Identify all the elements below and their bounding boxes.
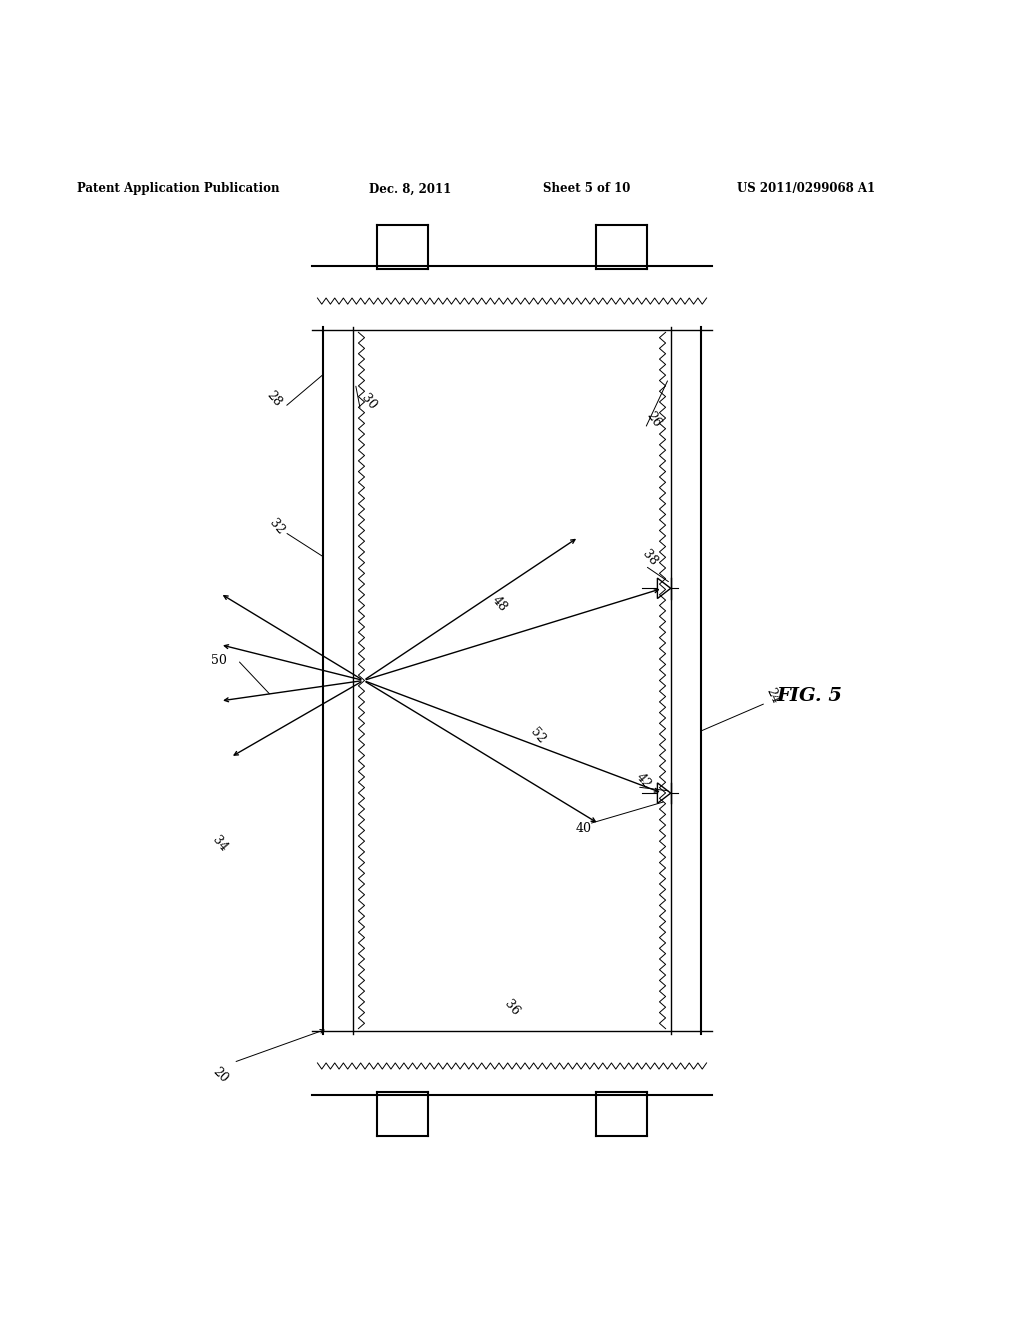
Text: 30: 30 [358, 392, 379, 412]
Text: 24: 24 [764, 686, 782, 706]
Text: Patent Application Publication: Patent Application Publication [77, 182, 280, 195]
Text: 48: 48 [489, 594, 510, 614]
Text: 26: 26 [643, 409, 664, 429]
Text: FIG. 5: FIG. 5 [776, 686, 842, 705]
Text: US 2011/0299068 A1: US 2011/0299068 A1 [737, 182, 876, 195]
Text: 52: 52 [527, 726, 548, 746]
Text: 34: 34 [210, 834, 230, 854]
Text: 38: 38 [640, 548, 660, 568]
Text: 32: 32 [266, 516, 287, 537]
Text: 28: 28 [264, 388, 285, 409]
Text: 20: 20 [210, 1064, 230, 1085]
Text: Sheet 5 of 10: Sheet 5 of 10 [543, 182, 630, 195]
Text: 42: 42 [633, 771, 653, 791]
Text: 50: 50 [211, 653, 227, 667]
Text: Dec. 8, 2011: Dec. 8, 2011 [369, 182, 451, 195]
Text: 36: 36 [502, 998, 522, 1019]
Text: 40: 40 [575, 822, 592, 836]
